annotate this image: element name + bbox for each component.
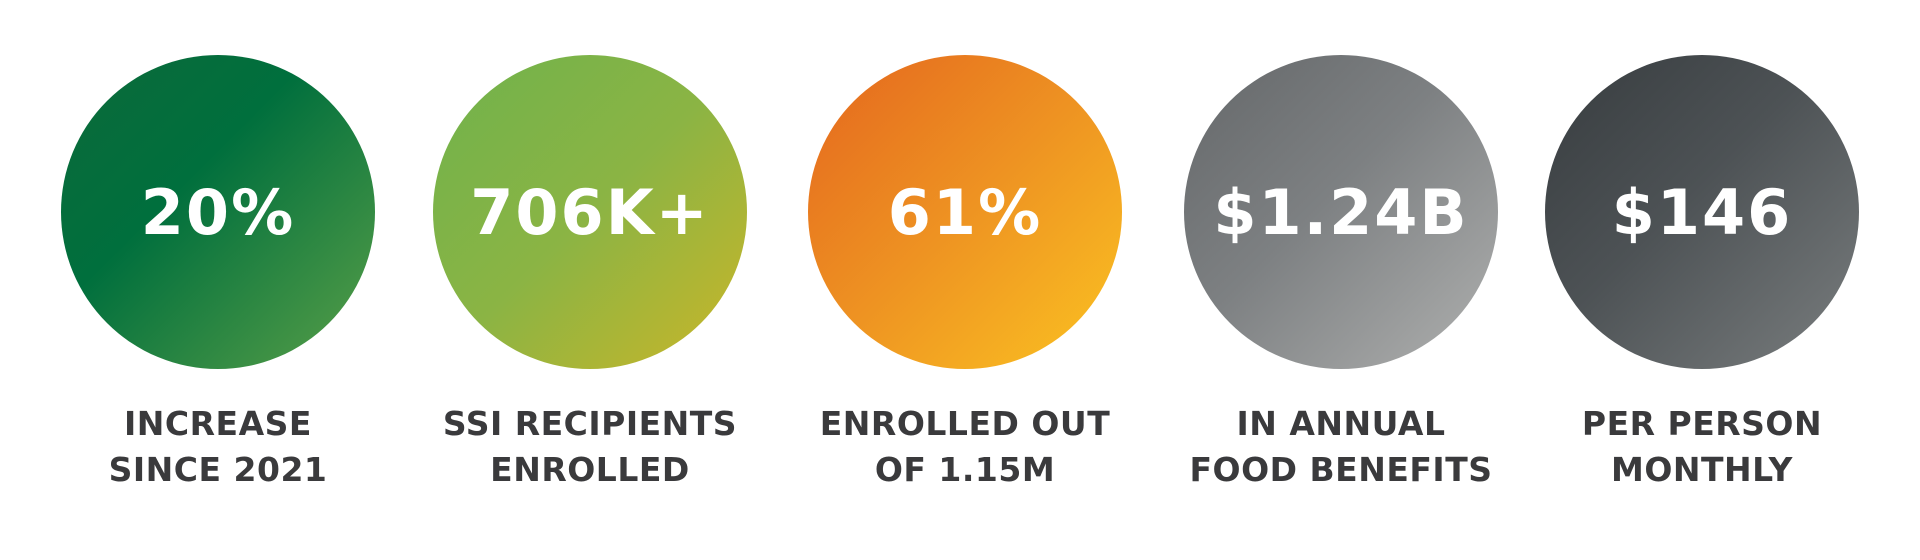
- stat-item: 706K+ SSI RECIPIENTS ENROLLED: [410, 55, 770, 493]
- stat-label: ENROLLED OUT OF 1.15M: [820, 401, 1110, 493]
- stat-label: IN ANNUAL FOOD BENEFITS: [1190, 401, 1493, 493]
- stat-label-line: ENROLLED: [490, 450, 690, 489]
- stat-value: 61%: [887, 175, 1043, 249]
- stat-item: $146 PER PERSON MONTHLY: [1522, 55, 1882, 493]
- stat-circle: $146: [1545, 55, 1859, 369]
- stat-item: $1.24B IN ANNUAL FOOD BENEFITS: [1161, 55, 1521, 493]
- stat-value: $146: [1611, 175, 1793, 249]
- stat-value: $1.24B: [1213, 175, 1469, 249]
- stat-item: 61% ENROLLED OUT OF 1.15M: [785, 55, 1145, 493]
- stat-label: SSI RECIPIENTS ENROLLED: [443, 401, 737, 493]
- stat-label-line: SINCE 2021: [108, 450, 328, 489]
- stat-label-line: MONTHLY: [1611, 450, 1793, 489]
- stat-item: 20% INCREASE SINCE 2021: [38, 55, 398, 493]
- stat-circle: 61%: [808, 55, 1122, 369]
- stat-label-line: ENROLLED OUT: [819, 404, 1111, 443]
- stat-label-line: INCREASE: [124, 404, 312, 443]
- stat-label: PER PERSON MONTHLY: [1582, 401, 1822, 493]
- stat-label-line: IN ANNUAL: [1236, 404, 1446, 443]
- stat-label-line: SSI RECIPIENTS: [442, 404, 738, 443]
- stat-label-line: OF 1.15M: [874, 450, 1056, 489]
- stat-label: INCREASE SINCE 2021: [109, 401, 328, 493]
- stat-circle: $1.24B: [1184, 55, 1498, 369]
- stat-value: 20%: [140, 175, 296, 249]
- stat-circle: 706K+: [433, 55, 747, 369]
- stat-label-line: PER PERSON: [1581, 404, 1823, 443]
- stat-circle: 20%: [61, 55, 375, 369]
- stat-value: 706K+: [470, 175, 710, 249]
- stat-label-line: FOOD BENEFITS: [1189, 450, 1493, 489]
